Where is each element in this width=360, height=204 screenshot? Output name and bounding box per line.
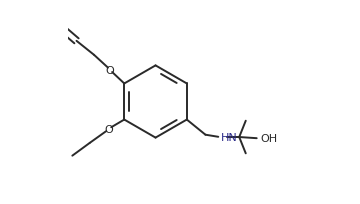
Text: OH: OH [260,134,277,143]
Text: O: O [104,124,113,134]
Text: HN: HN [221,132,237,142]
Text: O: O [105,66,114,75]
